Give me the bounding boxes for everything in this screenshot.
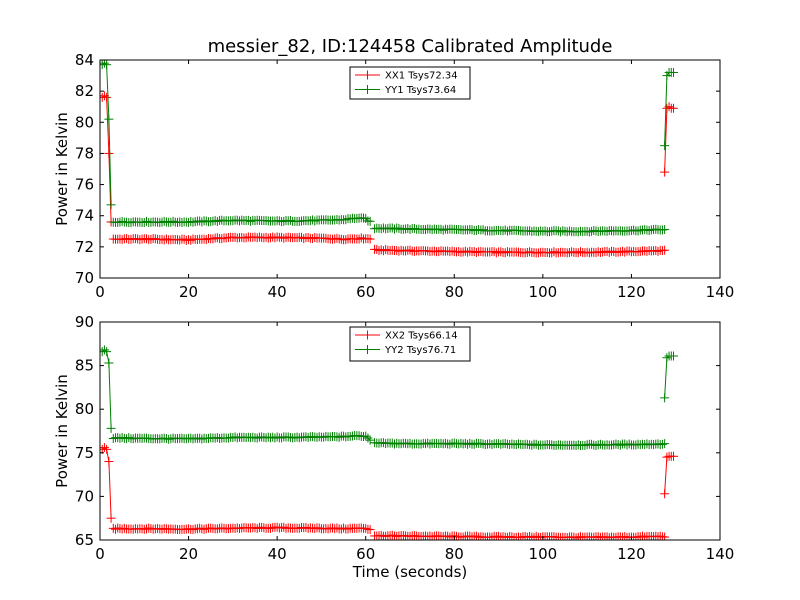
- series-2: [100, 345, 678, 451]
- x-tick-label: 100: [529, 545, 558, 563]
- x-axis-label: Time (seconds): [352, 563, 468, 581]
- legend: XX1 Tsys72.34 YY1 Tsys73.64: [349, 66, 471, 100]
- plot-area: [100, 60, 678, 258]
- legend-label: YY2 Tsys76.71: [384, 345, 456, 356]
- x-tick-label: 0: [95, 545, 105, 563]
- y-axis-label: Power in Kelvin: [53, 374, 71, 488]
- x-tick-label: 20: [179, 283, 198, 301]
- y-tick-label: 80: [75, 113, 94, 131]
- y-tick-label: 65: [75, 531, 94, 549]
- x-tick-label: 100: [529, 283, 558, 301]
- y-tick-label: 74: [75, 207, 94, 225]
- y-tick-label: 85: [75, 357, 94, 375]
- y-tick-label: 70: [75, 487, 94, 505]
- legend-label: YY1 Tsys73.64: [384, 85, 456, 96]
- axes-frame: [99, 59, 721, 279]
- x-tick-label: 20: [179, 545, 198, 563]
- series-1: [100, 91, 678, 258]
- y-tick-label: 78: [75, 144, 94, 162]
- y-tick-label: 75: [75, 444, 94, 462]
- legend-box: [349, 326, 471, 362]
- panel-2: 0 20 40 60 80 100 120 140 65 70 75 80 85 90 Power in K…: [53, 313, 734, 581]
- chart-root: 0 20 40 60 80 100 120 140 70 72 74 76 78 80 82 84 messie…: [53, 36, 734, 581]
- y-tick-label: 72: [75, 238, 94, 256]
- y-tick-label: 90: [75, 313, 94, 331]
- y-tick-label: 84: [75, 51, 94, 69]
- y-axis-label: Power in Kelvin: [53, 112, 71, 226]
- axes-frame: [99, 321, 721, 541]
- x-tick-label: 0: [95, 283, 105, 301]
- x-tick-label: 140: [706, 283, 735, 301]
- panel-1: 0 20 40 60 80 100 120 140 70 72 74 76 78 80 82 84 messie…: [53, 36, 734, 301]
- series-2: [100, 60, 678, 237]
- x-tick-label: 120: [617, 545, 646, 563]
- x-tick-label: 40: [268, 545, 287, 563]
- plot-area: [100, 345, 678, 540]
- x-tick-label: 120: [617, 283, 646, 301]
- x-tick-label: 40: [268, 283, 287, 301]
- y-tick-label: 70: [75, 269, 94, 287]
- series-1: [100, 443, 678, 540]
- x-tick-label: 60: [356, 545, 375, 563]
- legend: XX2 Tsys66.14 YY2 Tsys76.71: [349, 326, 471, 362]
- legend-label: XX2 Tsys66.14: [385, 331, 458, 342]
- x-tick-label: 140: [706, 545, 735, 563]
- legend-label: XX1 Tsys72.34: [385, 71, 458, 82]
- x-tick-label: 80: [445, 545, 464, 563]
- y-tick-label: 82: [75, 82, 94, 100]
- chart-title: messier_82, ID:124458 Calibrated Amplitu…: [208, 36, 613, 57]
- legend-box: [349, 66, 471, 100]
- x-tick-label: 80: [445, 283, 464, 301]
- x-tick-label: 60: [356, 283, 375, 301]
- y-tick-label: 76: [75, 176, 94, 194]
- y-tick-label: 80: [75, 400, 94, 418]
